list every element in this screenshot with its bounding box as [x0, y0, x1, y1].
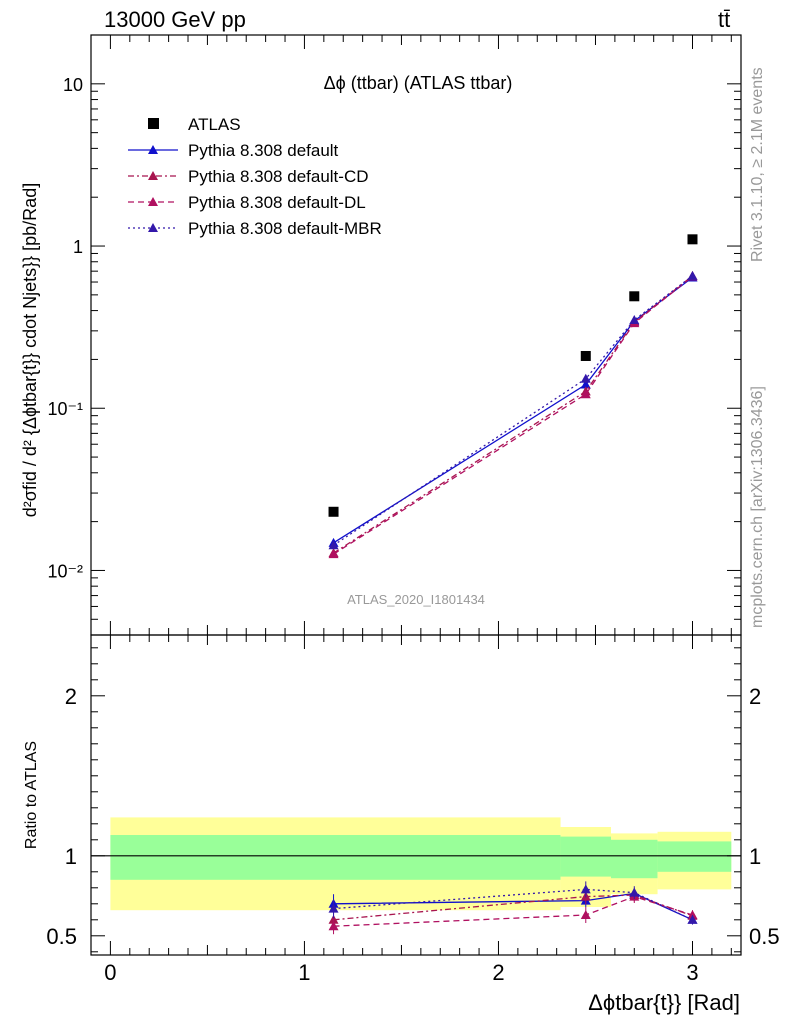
ratio-y-tick-label: 1: [749, 844, 761, 869]
series-pythia-8-308-default-mbr: [328, 270, 698, 550]
series-line: [333, 275, 693, 555]
legend-entry: Pythia 8.308 default: [128, 141, 339, 160]
series-pythia-8-308-default: [328, 272, 698, 547]
ratio-point: [629, 887, 640, 897]
ratio-line: [333, 895, 693, 927]
y-tick-label: 10⁻²: [47, 561, 83, 581]
ratio-plot-marks: [328, 881, 698, 935]
legend-marker: [148, 118, 159, 129]
main-y-axis: 10⁻² 10⁻¹ 1 10: [47, 34, 741, 636]
y-tick-label: 10⁻¹: [47, 399, 83, 419]
data-point: [580, 389, 591, 399]
legend-label: ATLAS: [188, 115, 241, 134]
ratio-uncertainty-bands: [91, 817, 741, 911]
ratio-y-tick-label: 2: [749, 684, 761, 709]
mcplots-label: mcplots.cern.ch [arXiv:1306.3436]: [749, 386, 766, 628]
main-plot-panel: 10⁻² 10⁻¹ 1 10 Δϕ (ttbar) (ATLAS ttbar) ATL…: [20, 34, 742, 636]
ratio-y-tick-label: 1: [65, 844, 77, 869]
ratio-y-tick-label: 0.5: [749, 924, 780, 949]
analysis-id: ATLAS_2020_I1801434: [347, 592, 485, 607]
series-atlas: [328, 234, 698, 517]
x-tick-label: 1: [298, 960, 310, 985]
x-tick-label: 0: [104, 960, 116, 985]
data-point: [629, 291, 640, 302]
data-point: [580, 350, 591, 361]
ratio-point: [687, 910, 698, 919]
green-band: [560, 836, 611, 877]
ratio-point: [580, 884, 591, 894]
plot-title: Δϕ (ttbar) (ATLAS ttbar): [324, 73, 513, 93]
legend: ATLAS Pythia 8.308 default Pythia 8.308 de…: [128, 115, 382, 238]
data-point: [580, 379, 591, 389]
x-tick-label: 2: [492, 960, 504, 985]
y-tick-label: 1: [73, 237, 83, 257]
ratio-point: [328, 903, 339, 913]
ratio-line: [333, 888, 693, 921]
process-label: 13000 GeV pp: [104, 7, 246, 32]
ratio-y-tick-label: 2: [65, 684, 77, 709]
green-band: [110, 835, 561, 880]
ratio-plot-panel: 0.5 0.5 1 1 2 2 0 1 2 3 Ratio to ATLAS Δϕtbar{t}}…: [23, 634, 780, 1015]
series-line: [333, 276, 693, 544]
legend-marker: [148, 171, 158, 180]
ratio-axes: 0.5 0.5 1 1 2 2 0 1 2 3: [46, 635, 780, 985]
ratio-point: [580, 910, 591, 919]
x-tick-label: 3: [686, 960, 698, 985]
data-point: [687, 270, 698, 280]
rivet-label: Rivet 3.1.10, ≥ 2.1M events: [749, 67, 766, 262]
data-point: [328, 506, 339, 517]
legend-entry: ATLAS: [148, 115, 241, 134]
ratio-series-pythia-8-308-default-mbr: [328, 881, 698, 925]
series-pythia-8-308-default-cd: [328, 270, 698, 558]
legend-marker: [148, 197, 158, 206]
legend-label: Pythia 8.308 default-DL: [188, 193, 366, 212]
data-point: [328, 540, 339, 550]
data-point: [629, 314, 640, 324]
legend-entry: Pythia 8.308 default-DL: [128, 193, 366, 212]
legend-marker: [148, 145, 158, 154]
ratio-line: [333, 892, 693, 921]
green-band: [611, 839, 658, 879]
ratio-y-tick-label: 0.5: [46, 924, 77, 949]
main-y-axis-label: d²σfid / d² {Δϕtbar{t}} cdot Njets}} [pb…: [20, 183, 40, 517]
legend-entry: Pythia 8.308 default-CD: [128, 167, 369, 186]
ratio-plot-frame: [90, 634, 742, 956]
legend-label: Pythia 8.308 default-MBR: [188, 219, 382, 238]
legend-label: Pythia 8.308 default: [188, 141, 339, 160]
data-point: [580, 373, 591, 383]
ratio-point: [328, 921, 339, 931]
legend-label: Pythia 8.308 default-CD: [188, 167, 369, 186]
ratio-y-axis-label: Ratio to ATLAS: [23, 741, 40, 849]
x-axis-label: Δϕtbar{t}} [Rad]: [588, 990, 740, 1015]
ratio-point: [687, 914, 698, 924]
data-point: [687, 234, 698, 245]
y-tick-label: 10: [63, 75, 83, 95]
data-point: [328, 549, 339, 559]
main-plot-marks: [328, 234, 698, 559]
green-band: [657, 841, 732, 872]
legend-marker: [148, 223, 158, 232]
legend-entry: Pythia 8.308 default-MBR: [128, 219, 382, 238]
series-line: [333, 275, 693, 546]
particle-label: tt̄: [718, 7, 730, 32]
